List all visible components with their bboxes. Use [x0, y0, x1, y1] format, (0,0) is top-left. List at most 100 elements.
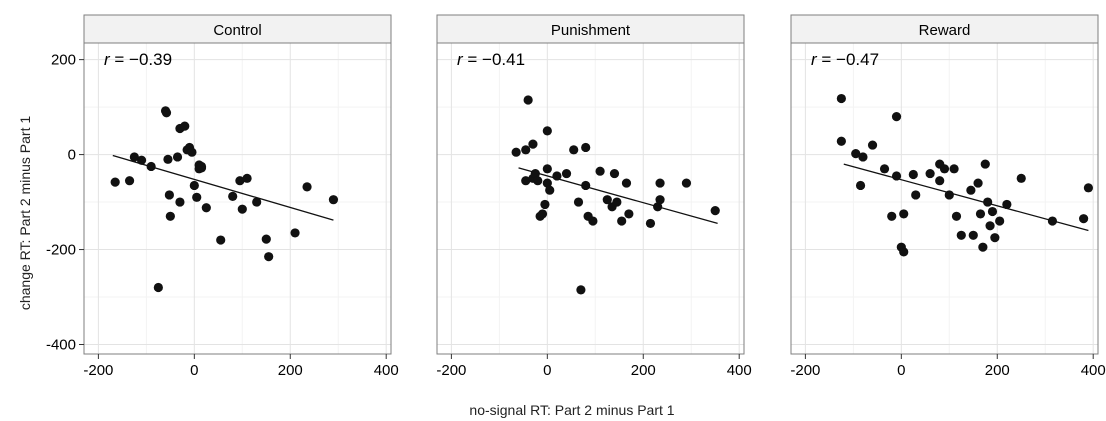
data-point [581, 142, 591, 153]
correlation-value: = −0.47 [817, 50, 879, 69]
data-point [609, 168, 620, 179]
x-tick-label: 200 [278, 362, 303, 379]
data-point [655, 178, 665, 188]
data-point [172, 152, 183, 162]
data-point [980, 159, 990, 169]
facet-strip [436, 14, 745, 44]
data-point [908, 169, 918, 180]
data-point [561, 168, 572, 179]
data-point [855, 180, 866, 191]
correlation-annotation: r = −0.41 [457, 50, 525, 69]
data-point [681, 178, 692, 188]
plot-area [84, 43, 391, 354]
y-tick-label: 200 [51, 52, 76, 69]
correlation-value: = −0.41 [463, 50, 525, 69]
facet-strip [790, 14, 1099, 44]
data-point [201, 203, 211, 213]
data-point [581, 180, 591, 191]
y-axis-title: change RT: Part 2 minus Part 1 [17, 116, 33, 310]
data-point [836, 136, 846, 146]
data-point [165, 211, 175, 221]
regression-line [518, 167, 718, 225]
data-point [621, 178, 632, 188]
data-point [983, 197, 993, 207]
data-point [576, 285, 586, 295]
data-point [624, 209, 634, 219]
data-point [537, 209, 548, 219]
data-point [879, 164, 890, 174]
x-tick-label: 0 [543, 362, 551, 379]
data-point [136, 155, 147, 165]
data-point [935, 176, 945, 186]
data-point [110, 177, 120, 187]
data-point [228, 191, 238, 201]
data-point [887, 211, 897, 221]
facet-strip-label: Reward [919, 22, 971, 39]
data-point [511, 147, 521, 157]
data-point [153, 282, 163, 293]
data-point [552, 171, 562, 181]
data-point [530, 168, 540, 179]
data-point [542, 164, 552, 174]
data-point [966, 185, 976, 195]
panel-control: Control r = −0.39 -200 0 200 400 [83, 14, 399, 379]
panel-border [83, 42, 392, 355]
data-point [858, 152, 868, 162]
correlation-symbol: r [104, 50, 111, 69]
data-point [545, 185, 555, 195]
x-tick-label: -200 [83, 362, 113, 379]
data-point [521, 145, 531, 155]
plot-area [791, 43, 1098, 354]
x-tick-label: 200 [985, 362, 1010, 379]
data-point [951, 211, 962, 221]
data-point [612, 197, 622, 207]
data-point [836, 93, 846, 104]
data-point [242, 173, 252, 183]
data-point [533, 176, 543, 186]
data-point [939, 164, 950, 174]
panel-reward: Reward r = −0.47 -200 0 200 400 [790, 14, 1106, 379]
data-point [987, 206, 998, 217]
data-point [542, 126, 552, 136]
data-point [124, 176, 135, 186]
data-point [978, 242, 988, 252]
data-point [328, 195, 339, 205]
data-point [588, 216, 598, 226]
data-point [891, 111, 902, 122]
data-point [521, 176, 531, 186]
data-point [252, 197, 262, 207]
x-tick-label: 200 [631, 362, 656, 379]
x-tick-label: 400 [727, 362, 752, 379]
data-point [973, 178, 983, 188]
data-point [602, 195, 612, 205]
data-point [985, 221, 995, 231]
panel-border [790, 42, 1099, 355]
data-point [573, 197, 584, 207]
data-point [192, 192, 202, 202]
data-point [540, 199, 550, 210]
data-point [899, 209, 909, 219]
facet-strip-label: Punishment [551, 22, 631, 39]
data-point [146, 161, 156, 172]
data-point [196, 161, 207, 172]
y-tick-label: 0 [68, 147, 76, 164]
data-point [645, 218, 656, 229]
data-point [891, 171, 902, 181]
data-point [542, 178, 552, 188]
data-point [290, 228, 300, 238]
regression-line [843, 163, 1089, 232]
x-tick-label: -200 [436, 362, 466, 379]
data-point [595, 166, 605, 176]
facet-strip [83, 14, 392, 44]
correlation-symbol: r [811, 50, 818, 69]
data-point [264, 252, 274, 262]
x-tick-label: 0 [190, 362, 198, 379]
data-point [944, 190, 954, 200]
x-tick-label: -200 [790, 362, 820, 379]
data-point [990, 233, 1000, 243]
panel-border [436, 42, 745, 355]
data-point [1083, 183, 1094, 193]
panels-layer: Control r = −0.39 -200 0 200 400 Punishment r =… [83, 14, 1106, 379]
data-point [523, 95, 533, 105]
